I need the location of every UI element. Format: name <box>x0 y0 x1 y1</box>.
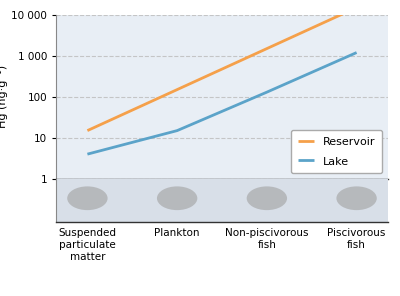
Lake <box>175 129 180 132</box>
Lake <box>85 152 90 156</box>
Text: Piscivorous
fish: Piscivorous fish <box>328 229 386 250</box>
Ellipse shape <box>157 186 197 210</box>
Reservoir <box>264 47 269 50</box>
Text: Non-piscivorous
fish: Non-piscivorous fish <box>225 229 309 250</box>
Lake <box>354 51 359 54</box>
Text: Plankton: Plankton <box>154 229 200 239</box>
Ellipse shape <box>336 186 377 210</box>
Line: Lake: Lake <box>88 53 356 154</box>
Reservoir <box>85 129 90 132</box>
Reservoir <box>354 6 359 9</box>
Legend: Reservoir, Lake: Reservoir, Lake <box>291 130 382 173</box>
Ellipse shape <box>67 186 108 210</box>
Ellipse shape <box>247 186 287 210</box>
Line: Reservoir: Reservoir <box>88 8 356 131</box>
Lake <box>264 90 269 94</box>
Reservoir <box>175 88 180 91</box>
Y-axis label: Hg (ng·g⁻¹): Hg (ng·g⁻¹) <box>0 65 8 128</box>
Text: Suspended
particulate
matter: Suspended particulate matter <box>58 229 116 262</box>
